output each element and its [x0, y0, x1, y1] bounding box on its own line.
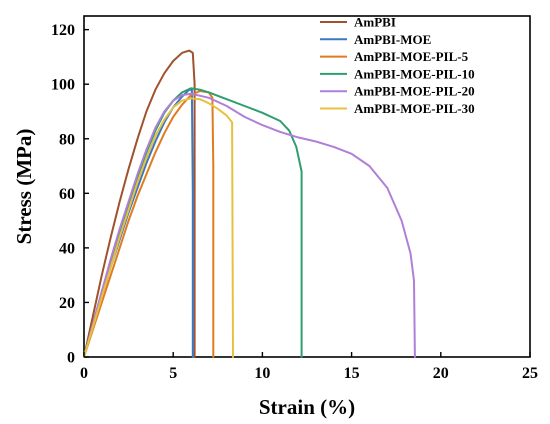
legend-label: AmPBI-MOE-PIL-5	[354, 49, 469, 64]
x-tick-label: 15	[344, 365, 360, 382]
y-tick-label: 100	[51, 77, 75, 94]
x-tick-label: 5	[169, 365, 177, 382]
legend-label: AmPBI	[354, 15, 396, 30]
series-line-1	[83, 49, 196, 358]
legend-label: AmPBI-MOE	[354, 32, 431, 47]
y-axis-title: Stress (MPa)	[12, 129, 36, 245]
axes-layer: 0 5 10 15 20 25 0 20 40 60 80 100 120	[51, 22, 538, 382]
plot-frame	[83, 15, 531, 358]
series-layer	[83, 49, 416, 358]
y-tick-label: 80	[59, 131, 75, 148]
y-tick-label: 20	[59, 295, 75, 312]
legend-label: AmPBI-MOE-PIL-30	[354, 101, 475, 116]
plot-border	[83, 15, 531, 358]
x-tick-label: 10	[254, 365, 270, 382]
legend-label: AmPBI-MOE-PIL-10	[354, 66, 475, 81]
y-tick-label: 60	[59, 186, 75, 203]
y-tick-label: 40	[59, 240, 75, 257]
series-line-6	[83, 97, 234, 358]
x-tick-label: 20	[433, 365, 449, 382]
y-tick-label: 0	[67, 350, 75, 367]
x-tick-label: 0	[80, 365, 88, 382]
x-tick-label: 25	[522, 365, 538, 382]
y-tick-label: 120	[51, 22, 75, 39]
x-axis-title: Strain (%)	[259, 395, 355, 419]
series-line-5	[83, 92, 416, 358]
legend-label: AmPBI-MOE-PIL-20	[354, 84, 475, 99]
legend: AmPBI AmPBI-MOE AmPBI-MOE-PIL-5 AmPBI-MOE-P…	[320, 15, 475, 116]
series-line-2	[83, 88, 194, 358]
